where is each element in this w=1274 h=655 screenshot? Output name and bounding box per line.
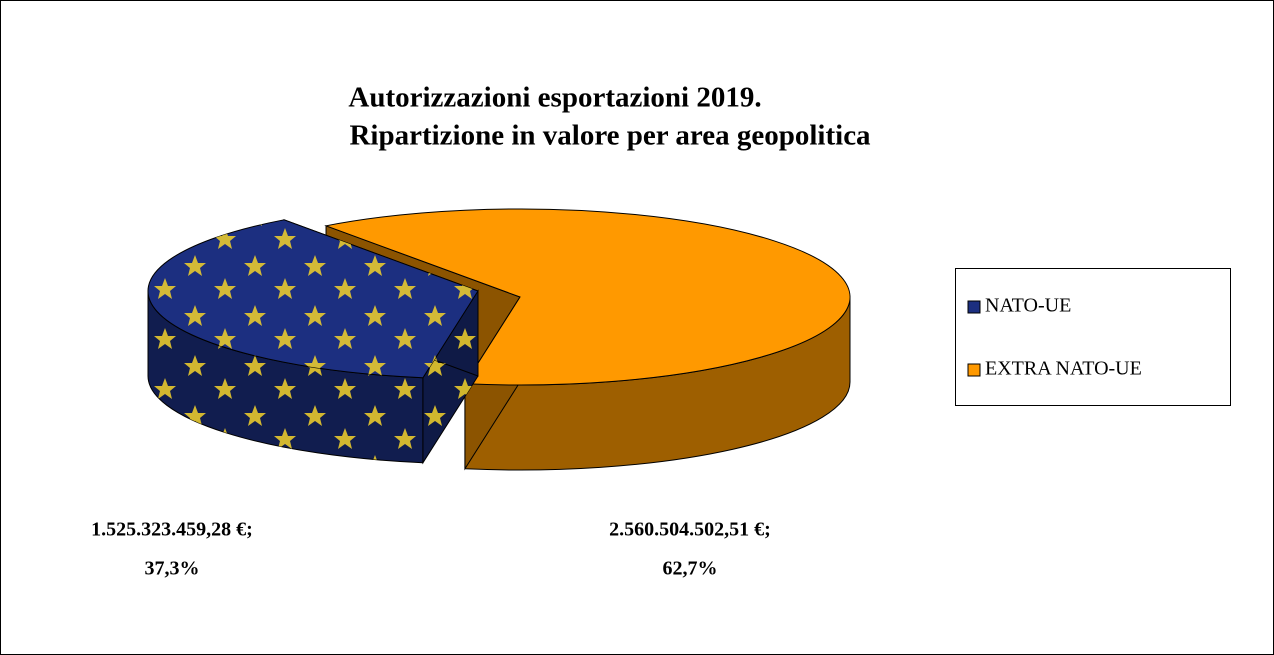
legend-label: NATO-UE	[985, 295, 1071, 317]
value-label: 1.525.323.459,28 €;	[91, 519, 253, 541]
percentage-label: 62,7%	[663, 558, 718, 580]
chart-title: Autorizzazioni esportazioni 2019.	[348, 82, 761, 114]
pie	[147, 208, 851, 471]
legend-swatch	[967, 300, 981, 314]
legend-box	[955, 268, 1231, 406]
slice-side-texture	[148, 291, 423, 463]
legend-label: EXTRA NATO-UE	[985, 358, 1142, 380]
value-label: 2.560.504.502,51 €;	[609, 519, 771, 541]
legend: NATO-UE EXTRA NATO-UE	[967, 295, 1142, 380]
slice-texture	[148, 219, 478, 378]
slice	[324, 208, 851, 386]
legend-swatch	[967, 363, 981, 377]
chart-subtitle: Ripartizione in valore per area geopolit…	[349, 120, 871, 152]
data-labels: 1.525.323.459,28 €; 37,3% 2.560.504.502,51…	[91, 519, 771, 580]
percentage-label: 37,3%	[145, 558, 200, 580]
